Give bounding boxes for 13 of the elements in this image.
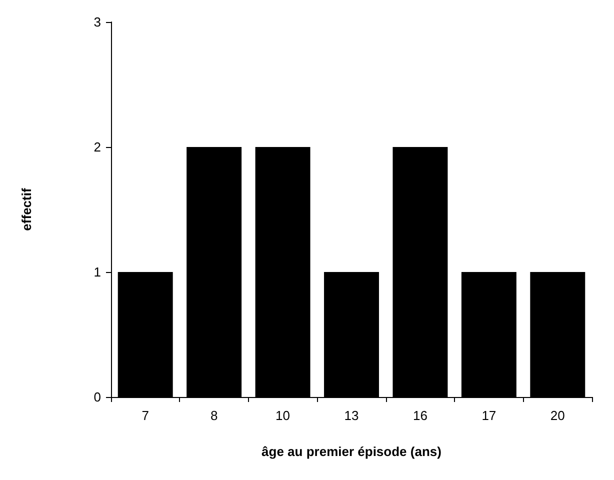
y-axis-title: effectif <box>19 188 34 231</box>
y-tick-label: 3 <box>94 14 101 30</box>
x-tick-label: 20 <box>550 408 565 423</box>
x-tick-label: 10 <box>276 408 290 423</box>
x-axis-title: âge au premier épisode (ans) <box>262 444 442 459</box>
y-tick-label: 0 <box>94 390 101 404</box>
x-tick-label: 8 <box>210 408 218 423</box>
y-tick-label: 1 <box>94 264 101 280</box>
x-tick-label: 7 <box>142 408 149 423</box>
x-tick-label: 13 <box>344 408 359 423</box>
y-tick-label: 2 <box>94 140 101 154</box>
x-tick-label: 16 <box>412 408 428 423</box>
x-tick-label: 17 <box>482 408 496 423</box>
